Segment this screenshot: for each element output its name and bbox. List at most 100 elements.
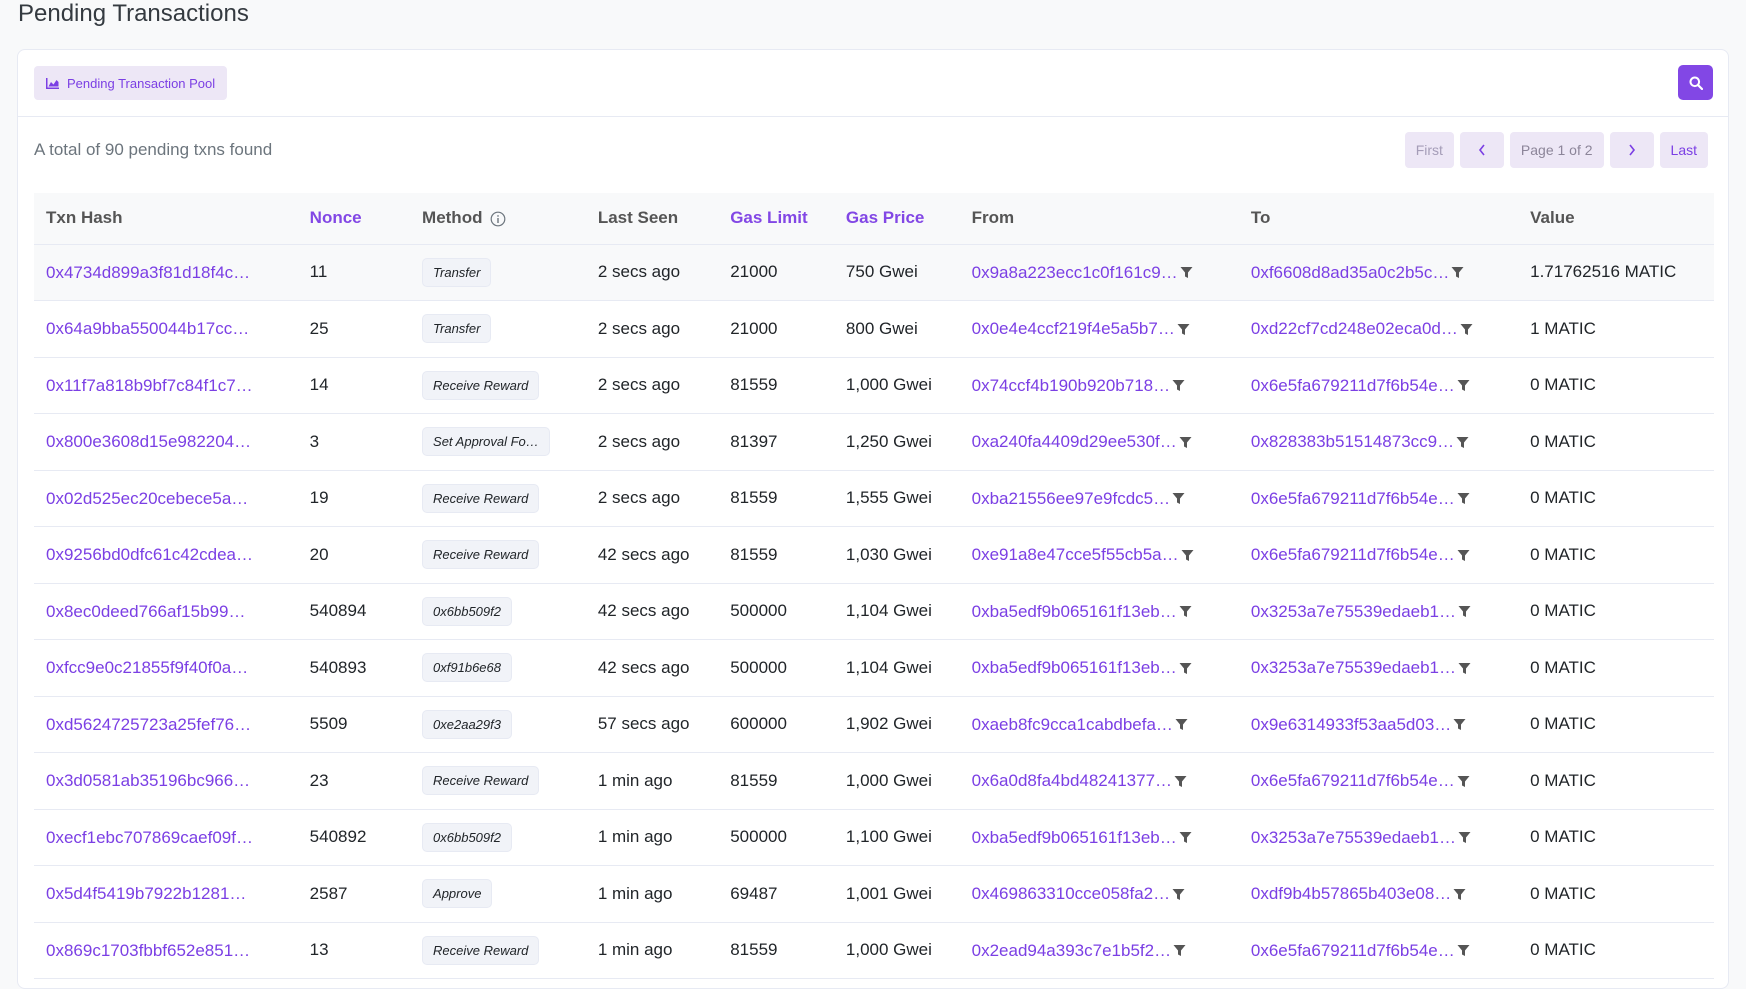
filter-icon[interactable] <box>1179 436 1192 449</box>
filter-icon[interactable] <box>1457 492 1470 505</box>
filter-icon[interactable] <box>1457 549 1470 562</box>
to-address-link[interactable]: 0xdf9b4b57865b403e08… <box>1250 884 1452 903</box>
filter-icon[interactable] <box>1460 323 1473 336</box>
to-address-link[interactable]: 0x3253a7e75539edaeb1… <box>1250 601 1457 621</box>
filter-icon[interactable] <box>1456 436 1469 449</box>
txn-hash-link[interactable]: 0x9256bd0dfc61c42cdea… <box>46 545 253 564</box>
filter-icon[interactable] <box>1453 888 1466 901</box>
filter-icon[interactable] <box>1172 888 1185 901</box>
to-address-link[interactable]: 0x6e5fa679211d7f6b54e… <box>1250 940 1455 960</box>
col-header-nonce[interactable]: Nonce <box>309 208 362 228</box>
gas-price-cell: 1,000 Gwei <box>845 940 932 960</box>
txn-hash-link[interactable]: 0xd5624725723a25fef76… <box>46 714 252 734</box>
last-seen-cell: 42 secs ago <box>597 601 690 621</box>
filter-icon[interactable] <box>1179 605 1192 618</box>
from-address-link[interactable]: 0xba5edf9b065161f13eb… <box>971 658 1177 677</box>
txn-hash-link[interactable]: 0x64a9bba550044b17cc… <box>46 319 250 338</box>
from-address-link[interactable]: 0x2ead94a393c7e1b5f2… <box>971 940 1172 960</box>
from-address-link[interactable]: 0x469863310cce058fa2… <box>971 884 1171 903</box>
filter-icon[interactable] <box>1173 944 1186 957</box>
txn-hash-link[interactable]: 0x5d4f5419b7922b1281… <box>46 884 247 903</box>
value-cell: 0 MATIC <box>1530 544 1596 564</box>
filter-icon[interactable] <box>1453 718 1466 731</box>
gas-price-cell: 800 Gwei <box>845 318 918 338</box>
txn-hash-link[interactable]: 0x11f7a818b9bf7c84f1c7… <box>46 375 253 395</box>
txn-hash-link[interactable]: 0x869c1703fbbf652e851… <box>46 940 251 960</box>
filter-icon[interactable] <box>1174 775 1187 788</box>
txn-hash-link[interactable]: 0x800e3608d15e982204… <box>46 432 252 451</box>
table-header-row: Txn Hash Nonce Method Last Seen Gas Limi… <box>34 193 1714 244</box>
filter-icon[interactable] <box>1458 662 1471 675</box>
nonce-cell: 14 <box>309 375 329 395</box>
to-address-link[interactable]: 0x9e6314933f53aa5d03… <box>1250 714 1452 734</box>
from-address-link[interactable]: 0xba5edf9b065161f13eb… <box>971 827 1177 847</box>
table-row: 0x3d0581ab35196bc966… 23 Receive Reward 1 m… <box>34 753 1714 809</box>
gas-price-cell: 1,100 Gwei <box>845 827 932 847</box>
from-address-link[interactable]: 0xe91a8e47cce5f55cb5a… <box>971 545 1179 564</box>
gas-limit-cell: 69487 <box>730 883 778 903</box>
from-address-link[interactable]: 0xaeb8fc9cca1cabdbefa… <box>971 714 1173 734</box>
value-cell: 0 MATIC <box>1530 488 1596 508</box>
gas-price-cell: 750 Gwei <box>845 262 918 282</box>
gas-limit-cell: 81559 <box>730 940 778 960</box>
from-address-link[interactable]: 0xa240fa4409d29ee530f… <box>971 432 1177 451</box>
filter-icon[interactable] <box>1175 718 1188 731</box>
txn-hash-link[interactable]: 0x8ec0deed766af15b99… <box>46 601 246 621</box>
filter-icon[interactable] <box>1180 266 1193 279</box>
gas-price-cell: 1,000 Gwei <box>845 770 932 790</box>
to-address-link[interactable]: 0x6e5fa679211d7f6b54e… <box>1250 488 1455 508</box>
last-seen-cell: 1 min ago <box>597 940 673 960</box>
txn-hash-link[interactable]: 0x3d0581ab35196bc966… <box>46 771 251 790</box>
first-page-button[interactable]: First <box>1404 132 1454 168</box>
gas-price-cell: 1,104 Gwei <box>845 657 932 677</box>
filter-icon[interactable] <box>1457 379 1470 392</box>
from-address-link[interactable]: 0x74ccf4b190b920b718… <box>971 375 1171 395</box>
to-address-link[interactable]: 0x828383b51514873cc9… <box>1250 432 1455 451</box>
txn-hash-link[interactable]: 0x02d525ec20cebece5a… <box>46 488 249 508</box>
prev-page-button[interactable] <box>1459 132 1504 168</box>
filter-icon[interactable] <box>1451 266 1464 279</box>
col-header-hash: Txn Hash <box>46 208 123 228</box>
from-address-link[interactable]: 0xba21556ee97e9fcdc5… <box>971 488 1171 508</box>
txn-hash-link[interactable]: 0x4734d899a3f81d18f4c… <box>46 262 251 282</box>
filter-icon[interactable] <box>1172 379 1185 392</box>
pending-pool-button[interactable]: Pending Transaction Pool <box>34 66 228 100</box>
info-icon[interactable] <box>490 211 506 227</box>
col-header-gas-limit[interactable]: Gas Limit <box>730 208 808 228</box>
filter-icon[interactable] <box>1181 549 1194 562</box>
chart-icon <box>46 77 59 89</box>
col-header-gas-price[interactable]: Gas Price <box>845 208 925 228</box>
txn-hash-link[interactable]: 0xecf1ebc707869caef09f… <box>46 827 253 847</box>
to-address-link[interactable]: 0xd22cf7cd248e02eca0d… <box>1250 319 1458 338</box>
filter-icon[interactable] <box>1177 323 1190 336</box>
filter-icon[interactable] <box>1457 944 1470 957</box>
next-page-button[interactable] <box>1609 132 1654 168</box>
txn-hash-link[interactable]: 0xfcc9e0c21855f9f40f0a… <box>46 658 249 677</box>
to-address-link[interactable]: 0x6e5fa679211d7f6b54e… <box>1250 375 1455 395</box>
filter-icon[interactable] <box>1172 492 1185 505</box>
from-address-link[interactable]: 0x0e4e4ccf219f4e5a5b7… <box>971 319 1175 338</box>
filter-icon[interactable] <box>1179 662 1192 675</box>
from-address-link[interactable]: 0x9a8a223ecc1c0f161c9… <box>971 262 1178 282</box>
from-address-link[interactable]: 0xba5edf9b065161f13eb… <box>971 601 1177 621</box>
to-address-link[interactable]: 0x6e5fa679211d7f6b54e… <box>1250 545 1455 564</box>
search-button[interactable] <box>1678 65 1713 100</box>
nonce-cell: 25 <box>309 318 329 338</box>
filter-icon[interactable] <box>1458 831 1471 844</box>
nonce-cell: 540894 <box>309 601 367 621</box>
from-address-link[interactable]: 0x6a0d8fa4bd48241377… <box>971 771 1173 790</box>
to-address-link[interactable]: 0x6e5fa679211d7f6b54e… <box>1250 771 1455 790</box>
last-page-button[interactable]: Last <box>1659 132 1708 168</box>
filter-icon[interactable] <box>1458 605 1471 618</box>
table-row: 0x4734d899a3f81d18f4c… 11 Transfer 2 secs a… <box>34 244 1714 301</box>
filter-icon[interactable] <box>1457 775 1470 788</box>
filter-icon[interactable] <box>1179 831 1192 844</box>
to-address-link[interactable]: 0x3253a7e75539edaeb1… <box>1250 658 1457 677</box>
nonce-cell: 13 <box>309 940 329 960</box>
gas-price-cell: 1,104 Gwei <box>845 601 932 621</box>
method-badge: Receive Reward <box>422 540 540 570</box>
pagination: First Page 1 of 2 Last <box>1404 132 1708 168</box>
last-seen-cell: 1 min ago <box>597 883 673 903</box>
to-address-link[interactable]: 0x3253a7e75539edaeb1… <box>1250 827 1457 847</box>
to-address-link[interactable]: 0xf6608d8ad35a0c2b5c… <box>1250 262 1450 282</box>
